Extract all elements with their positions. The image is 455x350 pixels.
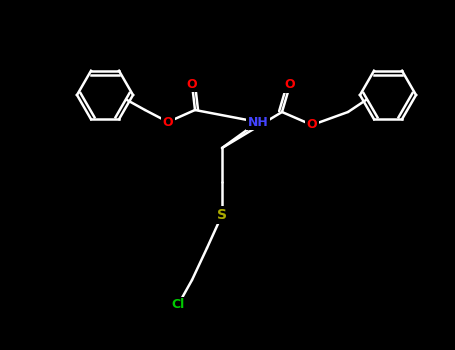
Text: NH: NH <box>248 116 268 128</box>
Text: O: O <box>285 78 295 91</box>
Text: O: O <box>307 119 317 132</box>
Text: O: O <box>163 116 173 128</box>
Text: Cl: Cl <box>172 299 185 312</box>
Text: S: S <box>217 208 227 222</box>
Text: O: O <box>187 77 197 91</box>
